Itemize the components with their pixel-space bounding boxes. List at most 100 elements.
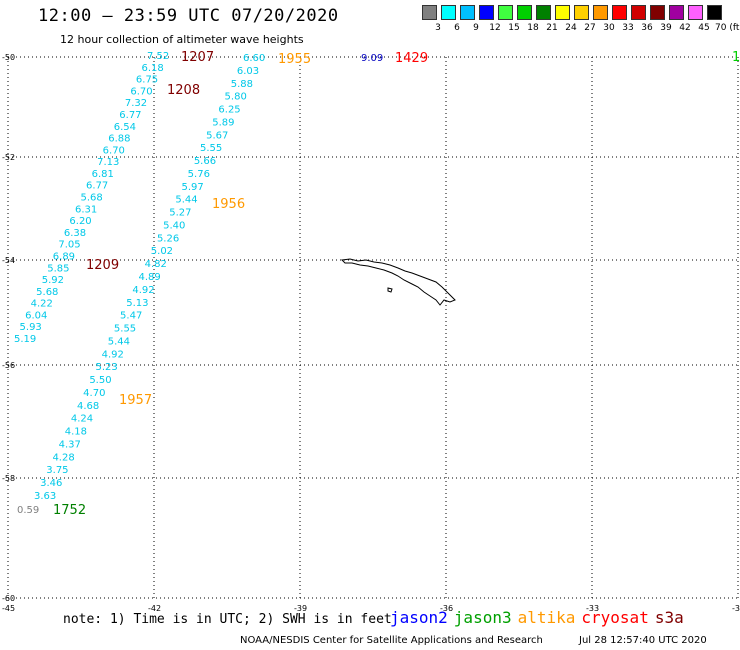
axis-labels: -50 -52 -54 -56 -58 -60-45 -42 -39 -36 -33 -30 [2, 53, 740, 613]
legend-item-jason3: jason3 [453, 608, 512, 627]
wave-height-value: 6.60 [243, 53, 265, 64]
wave-height-value: 9.09 [361, 53, 383, 64]
wave-height-value: 5.44 [108, 336, 130, 347]
scale-swatch [612, 5, 627, 20]
lon-label: -39 [294, 604, 307, 613]
pass-time-label: 1956 [212, 197, 245, 212]
lon-label: -36 [440, 604, 453, 613]
legend-item-jason2: jason2 [390, 608, 448, 627]
scale-label: 33 [622, 23, 634, 33]
footer-date: Jul 28 12:57:40 UTC 2020 [579, 635, 707, 646]
wave-height-value: 5.55 [114, 324, 136, 335]
lon-label: -45 [2, 604, 15, 613]
footer-note: note: 1) Time is in UTC; 2) SWH is in fe… [63, 612, 392, 627]
legend-item-s3a: s3a [654, 608, 684, 627]
scale-swatch [536, 5, 551, 20]
wave-height-value: 3.75 [46, 465, 68, 476]
wave-height-value: 7.13 [97, 157, 119, 168]
scale-swatch [441, 5, 456, 20]
wave-height-value: 5.26 [157, 233, 179, 244]
lat-label: -50 [2, 53, 15, 62]
wave-height-value: 5.68 [81, 193, 103, 204]
wave-height-value: 7.05 [58, 240, 80, 251]
wave-height-value: 6.31 [75, 204, 97, 215]
lat-label: -60 [2, 594, 15, 603]
scale-swatch [688, 5, 703, 20]
wave-height-value: 6.89 [53, 251, 75, 262]
scale-label: 6 [454, 23, 460, 33]
wave-height-value: 4.37 [59, 439, 81, 450]
wave-height-value: 5.68 [36, 287, 58, 298]
wave-height-value: 6.75 [136, 75, 158, 86]
wave-height-value: 4.89 [139, 272, 161, 283]
lat-label: -58 [2, 474, 15, 483]
pass-time-label: 1208 [167, 83, 200, 98]
pass-time-label: 1207 [181, 50, 214, 65]
scale-swatch [555, 5, 570, 20]
map-grid [7, 56, 739, 599]
wave-height-value: 5.40 [163, 220, 185, 231]
wave-height-value: 4.70 [83, 388, 105, 399]
scale-label: 45 [698, 23, 710, 33]
scale-swatch [593, 5, 608, 20]
wave-height-value: 6.18 [141, 63, 163, 74]
scale-label: 30 [603, 23, 615, 33]
scale-label: 9 [473, 23, 479, 33]
wave-height-value: 5.76 [188, 169, 210, 180]
lon-label: -30 [732, 604, 740, 613]
wave-height-value: 4.18 [65, 427, 87, 438]
wave-height-value: 5.80 [225, 92, 247, 103]
map-subtitle: 12 hour collection of altimeter wave hei… [60, 33, 304, 46]
wave-height-value: 5.23 [95, 362, 117, 373]
wave-height-value: 3.63 [34, 491, 56, 502]
wave-height-value: 7.52 [147, 51, 169, 62]
scale-label: 24 [565, 23, 577, 33]
wave-height-value: 6.81 [92, 169, 114, 180]
wave-height-value: 5.44 [175, 195, 197, 206]
scale-label: 15 [508, 23, 520, 33]
lat-label: -56 [2, 361, 15, 370]
pass-time-label: 14 [732, 50, 740, 65]
wave-height-value: 4.24 [71, 414, 93, 425]
lat-label: -52 [2, 153, 15, 162]
pass-time-label: 1955 [278, 52, 311, 67]
wave-height-value: 6.70 [103, 145, 125, 156]
scale-swatch [460, 5, 475, 20]
scale-swatch [517, 5, 532, 20]
wave-height-value: 5.13 [126, 298, 148, 309]
scale-label: 18 [527, 23, 539, 33]
lon-label: -33 [586, 604, 599, 613]
south-georgia-coastline [340, 258, 456, 306]
wave-height-value: 5.93 [20, 322, 42, 333]
wave-height-value: 5.85 [47, 263, 69, 274]
scale-swatch [422, 5, 437, 20]
scale-swatch [498, 5, 513, 20]
wave-height-value: 6.88 [108, 134, 130, 145]
footer-credit: NOAA/NESDIS Center for Satellite Applica… [240, 635, 543, 646]
satellite-legend: jason2 jason3 altika cryosat s3a [390, 608, 690, 627]
wave-height-value: 5.55 [200, 143, 222, 154]
legend-item-altika: altika [517, 608, 576, 627]
wave-height-value: 6.20 [69, 216, 91, 227]
wave-height-value: 6.38 [64, 228, 86, 239]
pass-time-label: 1209 [86, 258, 119, 273]
wave-height-value: 4.68 [77, 401, 99, 412]
wave-height-value: 6.54 [114, 122, 136, 133]
wave-height-value: 5.92 [42, 275, 64, 286]
legend-item-cryosat: cryosat [581, 608, 649, 627]
wave-height-value: 6.70 [130, 86, 152, 97]
wave-height-value: 4.92 [132, 285, 154, 296]
wave-height-value: 5.02 [151, 246, 173, 257]
wave-height-value: 7.32 [125, 98, 147, 109]
pass-time-label: 1957 [119, 393, 152, 408]
wave-height-value: 4.82 [145, 259, 167, 270]
scale-swatch [650, 5, 665, 20]
wave-height-value: 5.88 [231, 79, 253, 90]
wave-height-value: 0.59 [17, 505, 39, 516]
wave-height-value: 5.67 [206, 130, 228, 141]
scale-label: 70 (ft) [715, 23, 740, 33]
scale-label: 36 [641, 23, 653, 33]
wave-height-value: 5.50 [89, 375, 111, 386]
scale-label: 39 [660, 23, 672, 33]
wave-height-value: 5.66 [194, 156, 216, 167]
